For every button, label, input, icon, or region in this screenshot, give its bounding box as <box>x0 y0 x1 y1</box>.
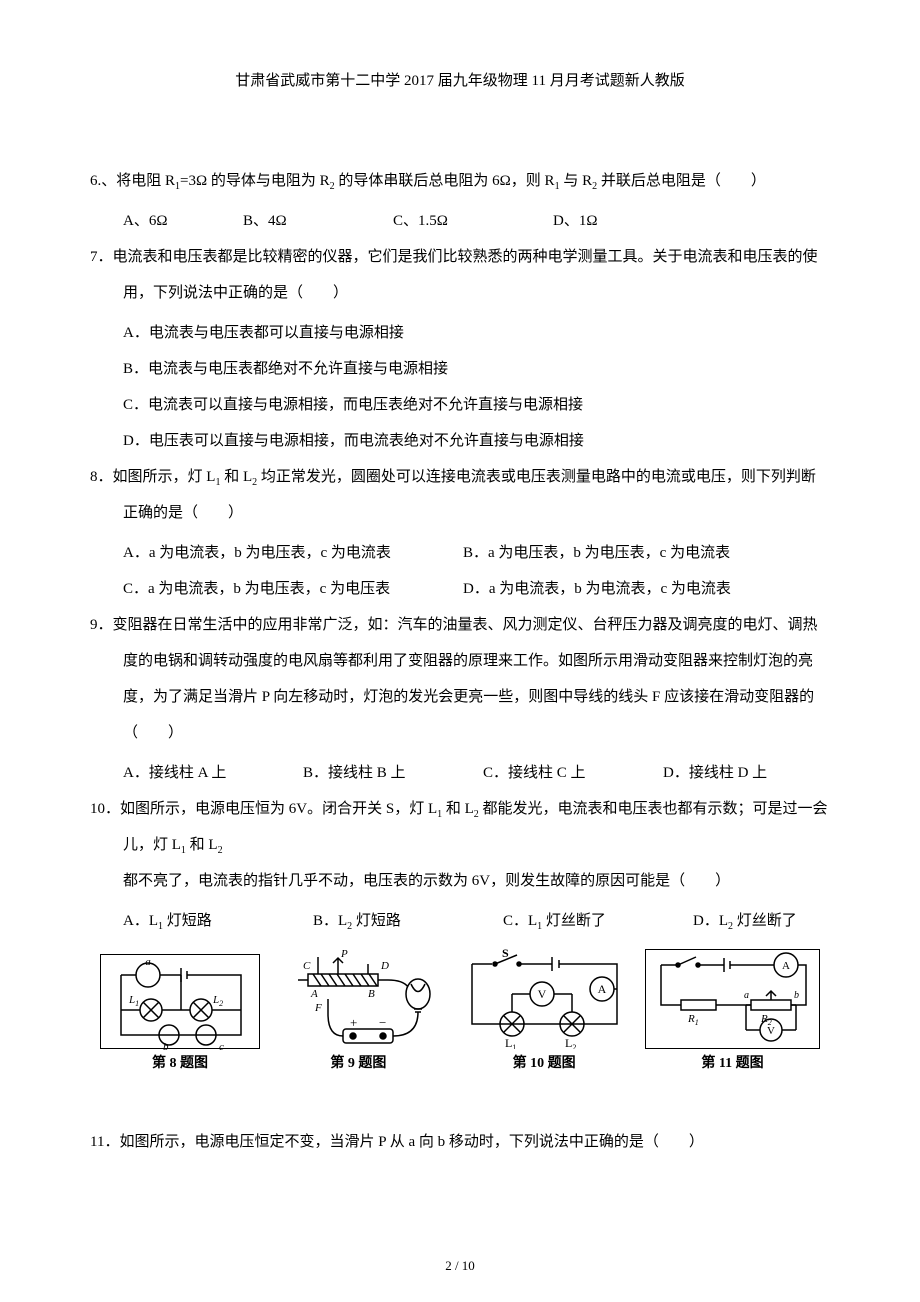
q6-optC: C、1.5Ω <box>393 203 553 239</box>
circuit-10-icon: S A V L1 L2 <box>457 949 632 1049</box>
question-9: 9．变阻器在日常生活中的应用非常广泛，如：汽车的油量表、风力测定仪、台秤压力器及… <box>90 607 830 751</box>
q6-num: 6.、 <box>90 173 116 189</box>
q8-optD: D．a 为电流表，b 为电流表，c 为电流表 <box>463 571 731 607</box>
svg-text:c: c <box>219 1041 224 1050</box>
q10-optB-b: 灯短路 <box>352 913 401 929</box>
q7-num: 7． <box>90 249 113 265</box>
q10-optC-a: C．L <box>503 913 537 929</box>
figure-11-label: 第 11 题图 <box>645 1053 820 1074</box>
q7-optC: C．电流表可以直接与电源相接，而电压表绝对不允许直接与电源相接 <box>90 387 830 423</box>
q10-optD-a: D．L <box>693 913 728 929</box>
q10-num: 10． <box>90 801 120 817</box>
q10-stem-b: 和 L <box>442 801 474 817</box>
svg-text:b: b <box>163 1041 169 1050</box>
question-8: 8．如图所示，灯 L1 和 L2 均正常发光，圆圈处可以连接电流表或电压表测量电… <box>90 459 830 531</box>
q6-options: A、6Ω B、4Ω C、1.5Ω D、1Ω <box>90 203 830 239</box>
q10-optD: D．L2 灯丝断了 <box>693 903 797 939</box>
q6-optA: A、6Ω <box>123 203 243 239</box>
circuit-8-icon: a b c L1 L2 <box>101 955 261 1050</box>
svg-text:A: A <box>597 982 606 996</box>
svg-text:F: F <box>314 1002 322 1014</box>
svg-text:L1: L1 <box>128 994 139 1008</box>
q10-optD-b: 灯丝断了 <box>733 913 797 929</box>
q9-num: 9． <box>90 617 113 633</box>
svg-text:A: A <box>782 960 790 972</box>
figures-row: a b c L1 L2 第 8 题图 <box>90 949 830 1074</box>
q10-stem-e: 都不亮了，电流表的指针几乎不动，电压表的示数为 6V，则发生故障的原因可能是（ … <box>123 873 730 889</box>
question-6: 6.、将电阻 R1=3Ω 的导体与电阻为 R2 的导体串联后总电阻为 6Ω，则 … <box>90 163 830 199</box>
figure-10: S A V L1 L2 第 10 题图 <box>457 949 632 1074</box>
q9-options: A．接线柱 A 上 B．接线柱 B 上 C．接线柱 C 上 D．接线柱 D 上 <box>90 755 830 791</box>
q11-num: 11． <box>90 1134 119 1150</box>
svg-text:C: C <box>303 960 311 972</box>
q8-optC: C．a 为电流表，b 为电压表，c 为电压表 <box>123 571 463 607</box>
svg-text:a: a <box>145 956 151 968</box>
circuit-9-icon: C D P A B F + − <box>273 949 443 1049</box>
q7-optA: A．电流表与电压表都可以直接与电源相接 <box>90 315 830 351</box>
svg-text:R2: R2 <box>760 1013 772 1027</box>
figure-8: a b c L1 L2 第 8 题图 <box>100 954 260 1074</box>
question-7: 7．电流表和电压表都是比较精密的仪器，它们是我们比较熟悉的两种电学测量工具。关于… <box>90 239 830 311</box>
figure-8-label: 第 8 题图 <box>100 1053 260 1074</box>
page-number: 2 / 10 <box>0 1259 920 1272</box>
q9-optA: A．接线柱 A 上 <box>123 755 303 791</box>
q10-stem-a: 如图所示，电源电压恒为 6V。闭合开关 S，灯 L <box>120 801 437 817</box>
q9-stem: 变阻器在日常生活中的应用非常广泛，如：汽车的油量表、风力测定仪、台秤压力器及调亮… <box>113 617 818 741</box>
q10-optA: A．L1 灯短路 <box>123 903 313 939</box>
figure-9: C D P A B F + − 第 9 题图 <box>273 949 443 1074</box>
figure-9-label: 第 9 题图 <box>273 1053 443 1074</box>
svg-text:L1: L1 <box>505 1036 516 1049</box>
svg-text:V: V <box>537 987 546 1001</box>
figure-10-label: 第 10 题图 <box>457 1053 632 1074</box>
svg-text:b: b <box>794 990 799 1001</box>
question-10: 10．如图所示，电源电压恒为 6V。闭合开关 S，灯 L1 和 L2 都能发光，… <box>90 791 830 899</box>
q6-stem-c: 的导体串联后总电阻为 6Ω，则 R <box>335 173 555 189</box>
q8-options-row1: A．a 为电流表，b 为电压表，c 为电流表 B．a 为电压表，b 为电压表，c… <box>90 535 830 571</box>
figure-11: A V R1 R2 a b 第 11 题图 <box>645 949 820 1074</box>
q6-optD: D、1Ω <box>553 203 597 239</box>
q9-optD: D．接线柱 D 上 <box>663 755 767 791</box>
svg-text:B: B <box>368 988 375 1000</box>
q7-optB: B．电流表与电压表都绝对不允许直接与电源相接 <box>90 351 830 387</box>
q6-stem-b: =3Ω 的导体与电阻为 R <box>180 173 330 189</box>
svg-text:L2: L2 <box>212 994 223 1008</box>
q10-optA-a: A．L <box>123 913 158 929</box>
q6-stem-e: 并联后总电阻是（ ） <box>597 173 766 189</box>
svg-text:A: A <box>310 988 318 1000</box>
q10-stem-d: 和 L <box>186 837 218 853</box>
q10-optC-b: 灯丝断了 <box>542 913 606 929</box>
q10-optB: B．L2 灯短路 <box>313 903 503 939</box>
q6-stem-a: 将电阻 R <box>116 173 175 189</box>
q8-optA: A．a 为电流表，b 为电压表，c 为电流表 <box>123 535 463 571</box>
q8-options-row2: C．a 为电流表，b 为电压表，c 为电压表 D．a 为电流表，b 为电流表，c… <box>90 571 830 607</box>
q8-stem-a: 如图所示，灯 L <box>113 469 216 485</box>
q8-optB: B．a 为电压表，b 为电压表，c 为电流表 <box>463 535 730 571</box>
page-title: 甘肃省武威市第十二中学 2017 届九年级物理 11 月月考试题新人教版 <box>90 70 830 93</box>
q6-optB: B、4Ω <box>243 203 393 239</box>
svg-text:R1: R1 <box>687 1013 699 1027</box>
q10-optA-b: 灯短路 <box>163 913 212 929</box>
q9-optC: C．接线柱 C 上 <box>483 755 663 791</box>
svg-text:D: D <box>380 960 389 972</box>
q7-optD: D．电压表可以直接与电源相接，而电流表绝对不允许直接与电源相接 <box>90 423 830 459</box>
svg-text:P: P <box>340 949 348 960</box>
circuit-11-icon: A V R1 R2 a b <box>646 950 821 1050</box>
q11-stem: 如图所示，电源电压恒定不变，当滑片 P 从 a 向 b 移动时，下列说法中正确的… <box>119 1134 703 1150</box>
question-11: 11．如图所示，电源电压恒定不变，当滑片 P 从 a 向 b 移动时，下列说法中… <box>90 1124 830 1160</box>
q6-stem-d: 与 R <box>560 173 593 189</box>
q8-stem-b: 和 L <box>220 469 252 485</box>
svg-text:−: − <box>379 1015 386 1030</box>
svg-text:L2: L2 <box>565 1036 576 1049</box>
q10-sub4: 2 <box>218 845 223 856</box>
q9-optB: B．接线柱 B 上 <box>303 755 483 791</box>
svg-text:S: S <box>502 949 509 960</box>
q10-options: A．L1 灯短路 B．L2 灯短路 C．L1 灯丝断了 D．L2 灯丝断了 <box>90 903 830 939</box>
q7-stem: 电流表和电压表都是比较精密的仪器，它们是我们比较熟悉的两种电学测量工具。关于电流… <box>113 249 818 301</box>
svg-text:a: a <box>744 990 749 1001</box>
q10-optC: C．L1 灯丝断了 <box>503 903 693 939</box>
q8-num: 8． <box>90 469 113 485</box>
svg-text:+: + <box>350 1015 357 1030</box>
q10-optB-a: B．L <box>313 913 347 929</box>
